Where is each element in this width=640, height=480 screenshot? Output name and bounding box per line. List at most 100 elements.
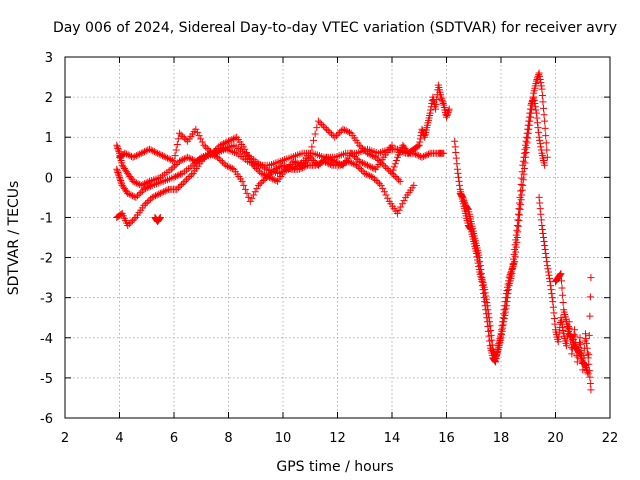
- data-point: [125, 190, 133, 198]
- data-point: [526, 105, 534, 113]
- data-point: [518, 186, 526, 194]
- data-point: [323, 153, 331, 161]
- data-point: [249, 161, 257, 169]
- data-point: [163, 186, 171, 194]
- data-point: [419, 127, 427, 135]
- data-point: [454, 169, 462, 177]
- data-point: [535, 193, 543, 201]
- y-tick-label: 3: [45, 51, 53, 66]
- data-point: [353, 161, 361, 169]
- data-point: [517, 181, 525, 189]
- data-point: [253, 185, 261, 193]
- data-point: [161, 187, 169, 195]
- series-track-f: [388, 81, 453, 177]
- series-track-h: [456, 93, 549, 362]
- data-point: [167, 165, 175, 173]
- data-point: [582, 335, 590, 343]
- data-point: [369, 173, 377, 181]
- data-point: [439, 98, 447, 106]
- data-point: [532, 106, 540, 114]
- data-point: [243, 189, 251, 197]
- data-point: [549, 303, 557, 311]
- data-point: [492, 352, 500, 360]
- data-point: [285, 162, 293, 170]
- data-point: [218, 140, 226, 148]
- data-point: [332, 158, 340, 166]
- data-point: [555, 328, 563, 336]
- data-point: [328, 130, 336, 138]
- data-point: [240, 181, 248, 189]
- data-point: [512, 236, 520, 244]
- data-point: [141, 148, 149, 156]
- data-point: [508, 270, 516, 278]
- data-point: [155, 150, 163, 158]
- data-point: [258, 178, 266, 186]
- data-point: [152, 148, 160, 156]
- data-point: [129, 217, 137, 225]
- grid: [65, 57, 610, 418]
- data-point: [415, 152, 423, 160]
- data-point: [170, 157, 178, 165]
- data-point: [510, 250, 518, 258]
- data-point: [515, 217, 523, 225]
- data-point: [131, 152, 139, 160]
- data-point: [251, 188, 259, 196]
- data-point: [135, 190, 143, 198]
- data-point: [367, 163, 375, 171]
- data-point: [557, 314, 565, 322]
- data-point: [379, 185, 387, 193]
- data-point: [531, 100, 539, 108]
- data-point: [163, 154, 171, 162]
- data-point: [361, 169, 369, 177]
- data-point: [540, 238, 548, 246]
- data-point: [456, 181, 464, 189]
- data-point: [193, 128, 201, 136]
- data-point: [420, 152, 428, 160]
- data-point: [586, 380, 594, 388]
- data-point: [360, 146, 368, 154]
- data-point: [129, 177, 137, 185]
- data-point: [365, 150, 373, 158]
- data-point: [184, 153, 192, 161]
- data-point: [272, 177, 280, 185]
- data-point: [355, 141, 363, 149]
- data-points: [113, 69, 595, 394]
- data-point: [114, 170, 122, 178]
- data-point: [517, 187, 525, 195]
- data-point: [373, 155, 381, 163]
- data-point: [515, 205, 523, 213]
- data-point: [114, 146, 122, 154]
- data-point: [247, 158, 255, 166]
- data-point: [205, 146, 213, 154]
- data-point: [319, 156, 327, 164]
- data-point: [124, 221, 132, 229]
- data-point: [170, 173, 178, 181]
- data-point: [356, 165, 364, 173]
- data-point: [444, 110, 452, 118]
- data-point: [543, 153, 551, 161]
- data-point: [362, 170, 370, 178]
- data-point: [357, 166, 365, 174]
- data-point: [174, 184, 182, 192]
- data-point: [155, 190, 163, 198]
- data-point: [580, 360, 588, 368]
- data-point: [142, 200, 150, 208]
- data-point: [518, 174, 526, 182]
- data-point: [115, 148, 123, 156]
- data-point: [142, 185, 150, 193]
- data-point: [201, 154, 209, 162]
- series-track-b: [113, 117, 404, 201]
- data-point: [526, 109, 534, 117]
- data-point: [444, 108, 452, 116]
- data-point: [547, 282, 555, 290]
- data-point: [116, 175, 124, 183]
- data-point: [349, 160, 357, 168]
- data-point: [145, 183, 153, 191]
- data-point: [160, 188, 168, 196]
- data-point: [500, 318, 508, 326]
- data-point: [584, 370, 592, 378]
- data-point: [179, 179, 187, 187]
- data-point: [367, 151, 375, 159]
- data-point: [477, 270, 485, 278]
- data-point: [443, 113, 450, 121]
